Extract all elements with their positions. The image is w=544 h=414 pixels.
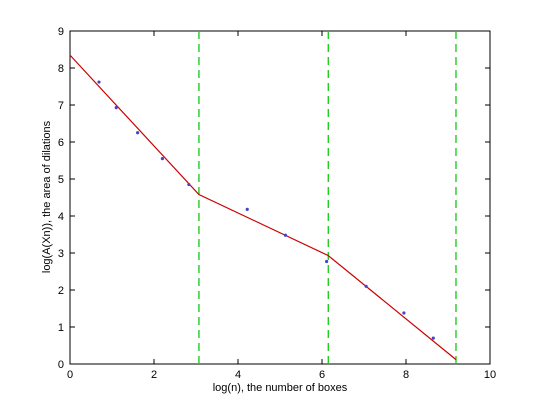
x-tick-label: 8 xyxy=(403,369,409,381)
data-point xyxy=(97,80,101,84)
y-tick-label: 3 xyxy=(58,248,64,260)
data-points xyxy=(97,80,435,340)
y-tick-label: 8 xyxy=(58,63,64,75)
x-tick-label: 0 xyxy=(67,369,73,381)
y-tick-label: 5 xyxy=(58,174,64,186)
data-point xyxy=(160,157,164,161)
data-point xyxy=(136,131,140,135)
x-tick-label: 6 xyxy=(319,369,325,381)
data-point xyxy=(325,259,329,264)
y-tick-label: 1 xyxy=(58,322,64,334)
data-point xyxy=(283,233,288,237)
y-tick-label: 0 xyxy=(58,359,64,371)
x-tick-label: 10 xyxy=(484,369,496,381)
boundary-lines xyxy=(198,31,457,364)
y-tick-label: 6 xyxy=(58,137,64,149)
plot-area xyxy=(69,30,491,365)
fit-line xyxy=(69,54,457,361)
data-point xyxy=(431,336,435,340)
x-axis: 0 2 4 6 8 10 xyxy=(67,31,496,381)
x-tick-label: 4 xyxy=(235,369,241,381)
x-axis-label: log(n), the number of boxes xyxy=(213,382,348,394)
y-tick-label: 7 xyxy=(58,100,64,112)
y-axis-label: log(A(Xn)), the area of dilations xyxy=(41,120,53,273)
fit-line-group xyxy=(69,54,457,361)
y-tick-label: 4 xyxy=(58,211,64,223)
y-tick-label: 2 xyxy=(58,285,64,297)
data-point xyxy=(187,182,191,187)
y-axis: 0 1 2 3 4 5 6 7 8 9 xyxy=(58,26,490,371)
y-tick-label: 9 xyxy=(58,26,64,38)
x-tick-label: 2 xyxy=(151,369,157,381)
data-point xyxy=(245,207,249,211)
data-point xyxy=(114,105,118,110)
data-point xyxy=(364,284,368,288)
data-point xyxy=(402,311,406,315)
